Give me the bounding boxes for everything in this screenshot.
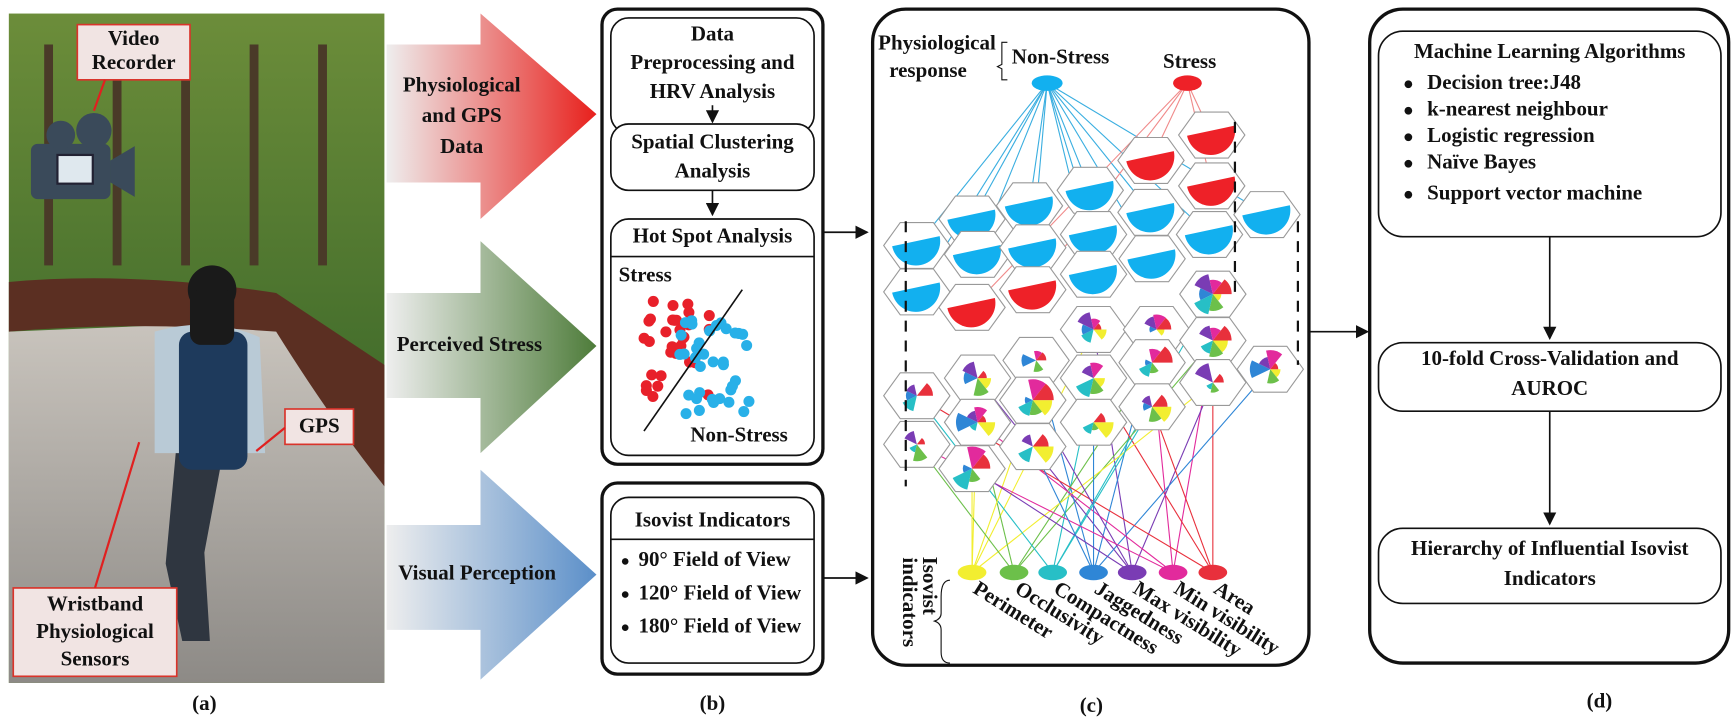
bullet	[622, 591, 629, 598]
dot	[695, 361, 706, 372]
label: Data	[440, 134, 484, 158]
label: response	[889, 58, 967, 82]
label: AUROC	[1511, 376, 1588, 400]
dot	[721, 323, 732, 334]
dot	[714, 393, 725, 404]
label: indicators	[898, 557, 922, 647]
label: 90° Field of View	[638, 547, 791, 571]
dot	[704, 310, 715, 321]
dot	[660, 326, 671, 337]
label: (c)	[1080, 693, 1103, 717]
dot	[652, 381, 663, 392]
dot	[667, 300, 678, 311]
label: (b)	[700, 691, 726, 715]
dot	[645, 314, 656, 325]
trunk	[318, 44, 327, 265]
label: and GPS	[422, 103, 502, 127]
label: Perceived Stress	[397, 332, 542, 356]
label: 10-fold Cross-Validation and	[1421, 346, 1679, 370]
label: Machine Learning Algorithms	[1414, 39, 1685, 63]
dot	[679, 349, 690, 360]
trunk	[250, 44, 259, 265]
figure: VideoRecorder GPS Wristband Physiological Se…	[0, 0, 1732, 723]
label: HRV Analysis	[650, 79, 775, 103]
label: 180° Field of View	[638, 614, 802, 638]
backpack	[179, 332, 247, 470]
dot	[743, 396, 754, 407]
label: Naïve Bayes	[1427, 150, 1536, 174]
label: Visual Perception	[398, 560, 556, 584]
dot	[741, 340, 752, 351]
label: Wristband	[47, 591, 144, 615]
bullet	[1404, 107, 1412, 115]
dot	[738, 406, 749, 417]
label: (a)	[192, 691, 216, 715]
label: Indicators	[1504, 566, 1596, 590]
dot	[641, 385, 652, 396]
label: Logistic regression	[1427, 123, 1595, 147]
dot	[727, 381, 738, 392]
dot	[676, 330, 687, 341]
label: Data	[691, 21, 735, 45]
label: Physiological	[36, 619, 154, 643]
label: Recorder	[92, 50, 176, 74]
dot	[639, 333, 650, 344]
label: Physiological	[403, 72, 521, 96]
label: Preprocessing and	[630, 50, 794, 74]
label: Sensors	[61, 647, 130, 671]
label: Isovist Indicators	[635, 507, 791, 531]
dot	[681, 408, 692, 419]
label: 120° Field of View	[638, 580, 802, 604]
bullet	[1404, 160, 1412, 168]
label: Spatial Clustering	[631, 130, 794, 154]
dot	[646, 369, 657, 380]
dot	[648, 296, 659, 307]
dot	[656, 370, 667, 381]
dot	[694, 405, 705, 416]
dot	[669, 315, 680, 326]
bullet	[1404, 133, 1412, 141]
bullet	[1404, 191, 1412, 199]
label: GPS	[299, 414, 340, 438]
label: Video	[108, 26, 160, 50]
dot	[686, 315, 697, 326]
label: Support vector machine	[1427, 181, 1642, 205]
dot	[718, 359, 729, 370]
label: (d)	[1587, 689, 1613, 713]
page: VideoRecorder GPS Wristband Physiological Se…	[0, 0, 1732, 723]
label: Stress	[619, 262, 672, 286]
label: Physiological	[878, 30, 996, 54]
node-non-stress	[1032, 75, 1063, 90]
camera-screen	[57, 155, 92, 184]
bullet	[622, 624, 629, 631]
node-stress	[1173, 75, 1202, 90]
label: Stress	[1163, 49, 1216, 73]
dot	[733, 328, 744, 339]
label: Hierarchy of Influential Isovist	[1411, 536, 1688, 560]
label: Analysis	[675, 158, 751, 182]
dot	[691, 393, 702, 404]
hair	[190, 290, 234, 345]
bullet	[1404, 80, 1412, 88]
label: Non-Stress	[1012, 45, 1109, 69]
label: k-nearest neighbour	[1427, 97, 1608, 121]
label: Hot Spot Analysis	[633, 224, 793, 248]
reel	[46, 121, 75, 150]
dot	[708, 356, 719, 367]
label: Decision tree:J48	[1427, 70, 1581, 94]
label: Non-Stress	[690, 422, 787, 446]
reel	[76, 113, 111, 148]
bullet	[622, 558, 629, 565]
